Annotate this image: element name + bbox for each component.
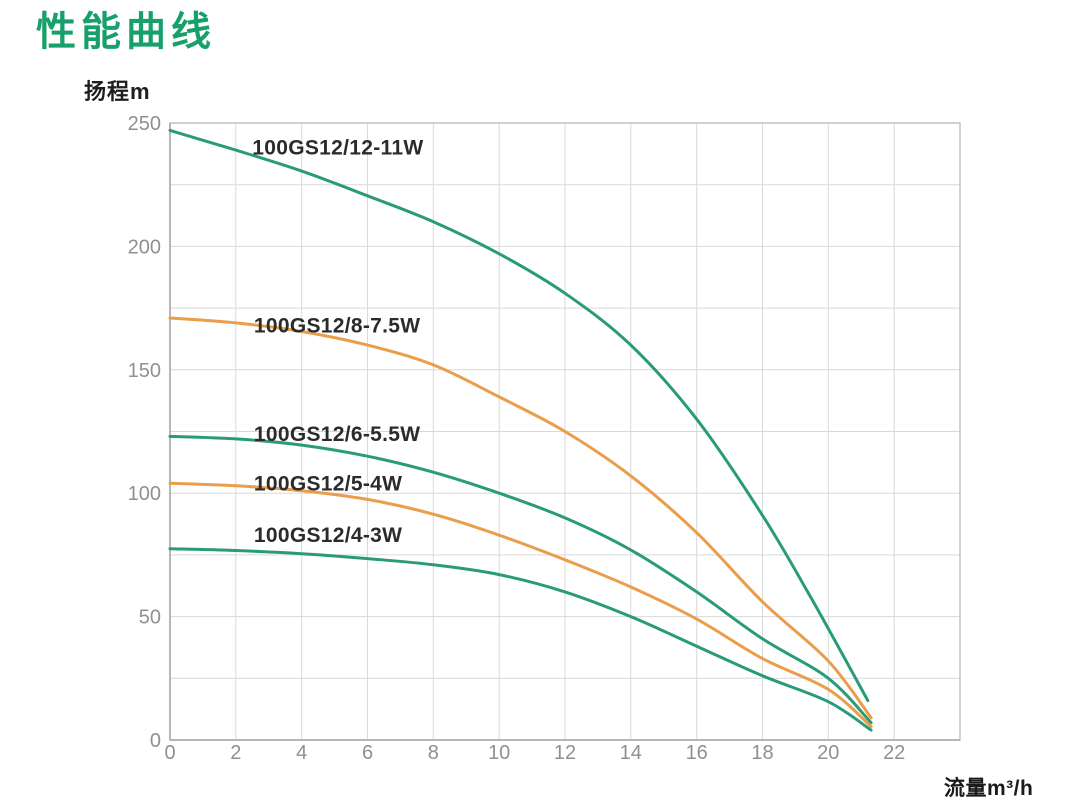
page-title: 性能曲线 [36, 10, 216, 54]
y-axis-title: 扬程m [84, 79, 151, 104]
x-tick-label: 10 [488, 742, 510, 764]
x-tick-label: 6 [362, 742, 373, 764]
x-tick-label: 16 [686, 742, 708, 764]
curve-100gs12-8-7-5w [168, 316, 873, 720]
x-tick-label: 4 [296, 742, 307, 764]
curve-100gs12-12-11w [168, 128, 870, 702]
curve-100gs12-6-5-5w [168, 434, 873, 725]
x-tick-label: 14 [620, 742, 642, 764]
x-tick-label: 18 [751, 742, 773, 764]
y-tick-label: 200 [128, 236, 161, 258]
x-tick-label: 0 [164, 742, 175, 764]
grid [170, 123, 960, 740]
curve-100gs12-5-4w [168, 481, 873, 728]
tick-labels: 0 2 4 6 8 10 12 14 16 18 20 22 0 50 100 150 200 250 [128, 113, 906, 764]
y-tick-label: 150 [128, 360, 161, 382]
x-tick-label: 2 [230, 742, 241, 764]
curve-100gs12-4-3w [168, 547, 873, 732]
curve-label-100gs12-6-5-5w: 100GS12/6-5.5W [254, 423, 420, 446]
curve-label-100gs12-12-11w: 100GS12/12-11W [252, 137, 423, 160]
y-tick-label: 50 [139, 607, 161, 629]
y-tick-label: 100 [128, 483, 161, 505]
x-tick-label: 8 [428, 742, 439, 764]
x-tick-label: 12 [554, 742, 576, 764]
curve-label-100gs12-5-4w: 100GS12/5-4W [254, 472, 402, 495]
curve-label-100gs12-8-7-5w: 100GS12/8-7.5W [254, 314, 420, 337]
curve-label-100gs12-4-3w: 100GS12/4-3W [254, 524, 402, 547]
y-tick-label: 250 [128, 113, 161, 135]
x-tick-label: 20 [817, 742, 839, 764]
x-tick-label: 22 [883, 742, 905, 764]
y-tick-label: 0 [150, 730, 161, 752]
x-axis-title: 流量m³/h [944, 777, 1034, 800]
